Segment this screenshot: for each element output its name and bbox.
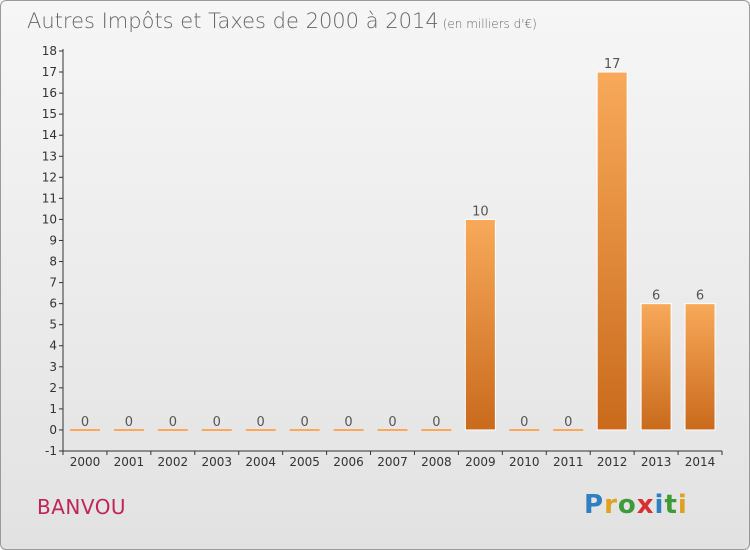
- town-name: BANVOU: [37, 495, 127, 519]
- logo-letter: x: [636, 490, 655, 520]
- value-label: 0: [388, 415, 396, 430]
- y-tick-label: 10: [42, 212, 57, 226]
- y-tick-label: 2: [49, 381, 57, 395]
- bar: [684, 303, 716, 431]
- x-tick-label: 2012: [597, 455, 628, 469]
- y-tick-label: 15: [42, 107, 57, 121]
- x-tick-label: 2000: [70, 455, 101, 469]
- y-tick-label: 7: [49, 276, 57, 290]
- logo-letter: t: [664, 490, 678, 520]
- value-label: 0: [125, 415, 133, 430]
- y-tick-label: 8: [49, 255, 57, 269]
- value-label: 0: [257, 415, 265, 430]
- logo-letter: i: [654, 490, 665, 520]
- value-label: 6: [652, 289, 660, 304]
- x-tick-label: 2011: [553, 455, 584, 469]
- x-tick-label: 2014: [685, 455, 716, 469]
- value-label: 0: [213, 415, 221, 430]
- y-tick-label: 0: [49, 423, 57, 437]
- x-tick-label: 2003: [201, 455, 232, 469]
- proxiti-logo: Proxiti: [584, 490, 688, 520]
- logo-letter: o: [617, 490, 637, 520]
- value-label: 0: [169, 415, 177, 430]
- x-tick-label: 2006: [333, 455, 364, 469]
- value-label: 10: [472, 204, 489, 219]
- x-tick-label: 2002: [158, 455, 189, 469]
- y-tick-label: 17: [42, 65, 57, 79]
- value-label: 6: [696, 289, 704, 304]
- y-tick-label: -1: [45, 444, 57, 458]
- value-label: 0: [344, 415, 352, 430]
- y-tick-label: 6: [49, 297, 57, 311]
- x-tick-label: 2001: [114, 455, 145, 469]
- value-label: 17: [604, 57, 621, 72]
- bar: [640, 303, 672, 431]
- value-label: 0: [300, 415, 308, 430]
- x-tick-label: 2010: [509, 455, 540, 469]
- x-tick-label: 2005: [289, 455, 320, 469]
- logo-letter: P: [584, 490, 605, 520]
- value-label: 0: [564, 415, 572, 430]
- y-tick-label: 3: [49, 360, 57, 374]
- y-tick-label: 5: [49, 318, 57, 332]
- y-tick-label: 9: [49, 233, 57, 247]
- y-tick-label: 12: [42, 170, 57, 184]
- x-tick-label: 2013: [641, 455, 672, 469]
- y-tick-label: 16: [42, 86, 57, 100]
- value-label: 0: [432, 415, 440, 430]
- value-label: 0: [81, 415, 89, 430]
- logo-letter: r: [604, 490, 618, 520]
- x-tick-label: 2007: [377, 455, 408, 469]
- bar: [596, 71, 628, 431]
- x-tick-label: 2004: [245, 455, 276, 469]
- bar: [464, 218, 496, 431]
- y-tick-label: 14: [42, 128, 57, 142]
- value-label: 0: [520, 415, 528, 430]
- chart-title: Autres Impôts et Taxes de 2000 à 2014 (en…: [27, 9, 537, 33]
- x-tick-label: 2009: [465, 455, 496, 469]
- logo-letter: i: [677, 490, 688, 520]
- y-tick-label: 13: [42, 149, 57, 163]
- y-tick-label: 4: [49, 339, 57, 353]
- chart-title-text: Autres Impôts et Taxes de 2000 à 2014: [27, 9, 439, 33]
- y-tick-label: 1: [49, 402, 57, 416]
- x-tick-label: 2008: [421, 455, 452, 469]
- y-tick-label: 18: [42, 44, 57, 58]
- y-tick-label: 11: [42, 191, 57, 205]
- chart-unit: (en milliers d'€): [442, 17, 537, 31]
